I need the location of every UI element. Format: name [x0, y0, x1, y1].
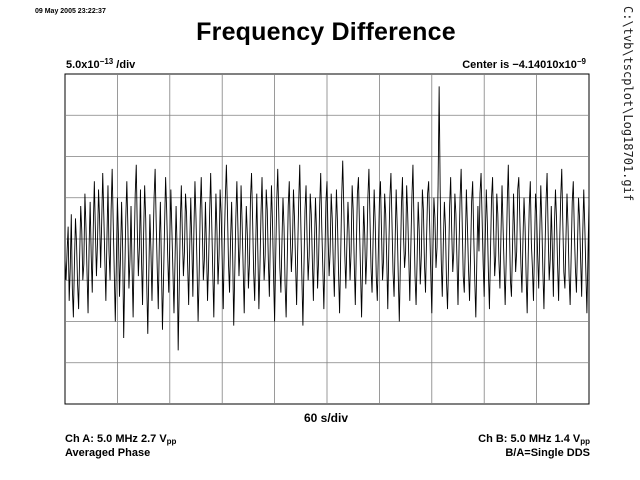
y-scale-suffix: /div	[113, 59, 136, 71]
y-scale-label: 5.0x10−13 /div	[66, 57, 135, 71]
x-scale-label: 60 s/div	[303, 411, 349, 425]
frequency-difference-trace	[64, 86, 590, 351]
timestamp: 09 May 2005 23:22:37	[35, 8, 106, 15]
channel-b-prefix: Ch B: 5.0 MHz 1.4 V	[478, 433, 581, 445]
center-prefix: Center is −4.14010x10	[462, 59, 577, 71]
channel-b-unit-sub: pp	[580, 437, 590, 446]
center-exponent: −9	[576, 57, 586, 66]
side-file-path: C:\tvb\tscplot\Log18701.gif	[621, 6, 635, 202]
chart-title: Frequency Difference	[196, 18, 456, 46]
channel-a-unit-sub: pp	[166, 437, 177, 446]
y-scale-exponent: −13	[99, 57, 114, 66]
channel-b-label: Ch B: 5.0 MHz 1.4 Vpp	[478, 433, 590, 446]
center-value-label: Center is −4.14010x10−9	[462, 57, 586, 71]
channel-a-prefix: Ch A: 5.0 MHz 2.7 V	[65, 433, 167, 445]
channel-a-mode: Averaged Phase	[65, 447, 151, 459]
channel-b-mode: B/A=Single DDS	[505, 447, 590, 459]
channel-a-label: Ch A: 5.0 MHz 2.7 Vpp	[65, 433, 176, 446]
y-scale-prefix: 5.0x10	[66, 59, 100, 71]
trace-group	[64, 86, 590, 351]
